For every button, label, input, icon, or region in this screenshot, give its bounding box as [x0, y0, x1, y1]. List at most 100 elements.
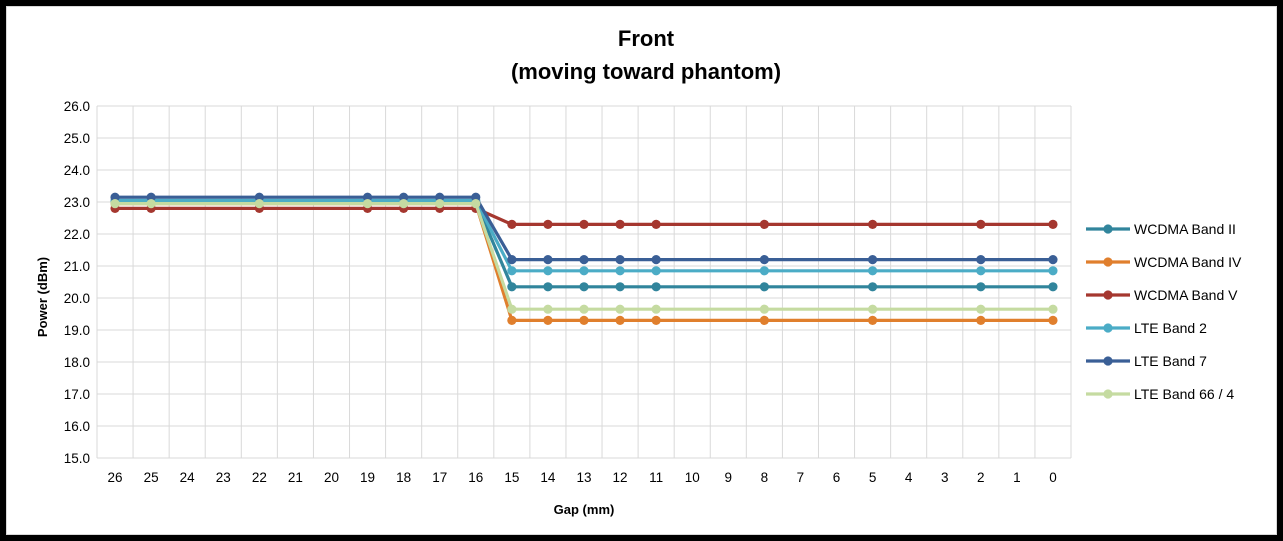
data-point	[507, 315, 517, 325]
data-point	[651, 304, 661, 314]
data-point	[976, 266, 986, 276]
data-point	[651, 255, 661, 265]
data-point	[543, 282, 553, 292]
y-tick-label: 22.0	[64, 227, 90, 242]
legend-label: WCDMA Band V	[1134, 287, 1238, 303]
data-point	[1048, 266, 1058, 276]
x-tick-label: 16	[468, 470, 483, 485]
data-point	[867, 315, 878, 325]
series-group	[110, 199, 1058, 314]
data-point	[399, 192, 409, 202]
x-tick-label: 1	[1013, 470, 1021, 485]
x-tick-label: 22	[252, 470, 267, 485]
data-point	[976, 219, 986, 229]
series-lines	[110, 192, 1058, 325]
chart-subtitle: (moving toward phantom)	[511, 59, 781, 84]
x-tick-label: 3	[941, 470, 949, 485]
data-point	[471, 199, 481, 209]
legend-item: LTE Band 2	[1086, 320, 1207, 336]
data-point	[1048, 255, 1058, 265]
legend-item: WCDMA Band IV	[1086, 254, 1242, 270]
legend-label: LTE Band 7	[1134, 353, 1207, 369]
data-point	[651, 266, 661, 276]
x-tick-label: 5	[869, 470, 877, 485]
x-tick-label: 2	[977, 470, 985, 485]
data-point	[759, 219, 769, 229]
data-point	[579, 219, 589, 229]
data-point	[543, 304, 553, 314]
data-point	[1048, 219, 1058, 229]
data-point	[615, 282, 625, 292]
data-point	[507, 219, 517, 229]
data-point	[867, 255, 878, 265]
data-point	[362, 192, 373, 202]
data-point	[471, 192, 481, 202]
x-tick-label: 19	[360, 470, 375, 485]
legend-label: LTE Band 66 / 4	[1134, 386, 1234, 402]
x-tick-label: 6	[833, 470, 841, 485]
data-point	[507, 282, 517, 292]
x-tick-label: 4	[905, 470, 913, 485]
data-point	[759, 315, 769, 325]
x-tick-label: 7	[797, 470, 805, 485]
x-tick-label: 20	[324, 470, 339, 485]
legend-label: WCDMA Band IV	[1134, 254, 1242, 270]
y-tick-label: 16.0	[64, 419, 90, 434]
y-tick-label: 19.0	[64, 323, 90, 338]
data-point	[976, 255, 986, 265]
data-point	[110, 192, 120, 202]
data-point	[110, 199, 120, 209]
data-point	[615, 255, 625, 265]
x-tick-label: 26	[108, 470, 123, 485]
x-tick-label: 10	[685, 470, 700, 485]
data-point	[435, 199, 445, 209]
legend-marker	[1103, 389, 1113, 399]
data-point	[867, 266, 878, 276]
legend-marker	[1103, 356, 1113, 366]
data-point	[146, 199, 156, 209]
y-tick-label: 26.0	[64, 99, 90, 114]
x-tick-label: 23	[216, 470, 231, 485]
data-point	[543, 315, 553, 325]
legend-label: WCDMA Band II	[1134, 221, 1236, 237]
data-point	[399, 199, 409, 209]
data-point	[1048, 315, 1058, 325]
data-point	[543, 219, 553, 229]
y-axis-label: Power (dBm)	[35, 257, 50, 337]
data-point	[651, 282, 661, 292]
x-tick-label: 9	[725, 470, 733, 485]
x-tick-label: 11	[649, 470, 663, 485]
x-tick-label: 17	[432, 470, 447, 485]
y-tick-label: 17.0	[64, 387, 90, 402]
data-point	[976, 315, 986, 325]
x-axis-ticks: 26 25 24 23 22 21 20 19 18 17 16 15 14 13 12 11 10 9 8 7 6 5 4…	[108, 470, 1057, 485]
series-group	[110, 197, 1058, 292]
x-tick-label: 15	[504, 470, 519, 485]
series-group	[110, 203, 1058, 229]
x-tick-label: 21	[288, 470, 303, 485]
y-tick-label: 18.0	[64, 355, 90, 370]
x-tick-label: 14	[540, 470, 556, 485]
x-tick-label: 8	[761, 470, 769, 485]
data-point	[579, 255, 589, 265]
series-line	[115, 206, 1053, 226]
series-line	[115, 198, 1053, 273]
legend-item: LTE Band 7	[1086, 353, 1207, 369]
data-point	[615, 219, 625, 229]
legend-item: WCDMA Band II	[1086, 221, 1236, 237]
data-point	[976, 304, 986, 314]
x-tick-label: 25	[144, 470, 159, 485]
data-point	[579, 315, 589, 325]
data-point	[1048, 282, 1058, 292]
y-tick-label: 24.0	[64, 163, 90, 178]
legend-marker	[1103, 257, 1113, 267]
data-point	[507, 266, 517, 276]
data-point	[254, 192, 264, 202]
data-point	[867, 282, 878, 292]
data-point	[867, 304, 878, 314]
data-point	[543, 266, 553, 276]
data-point	[615, 266, 625, 276]
data-point	[976, 282, 986, 292]
data-point	[507, 304, 517, 314]
